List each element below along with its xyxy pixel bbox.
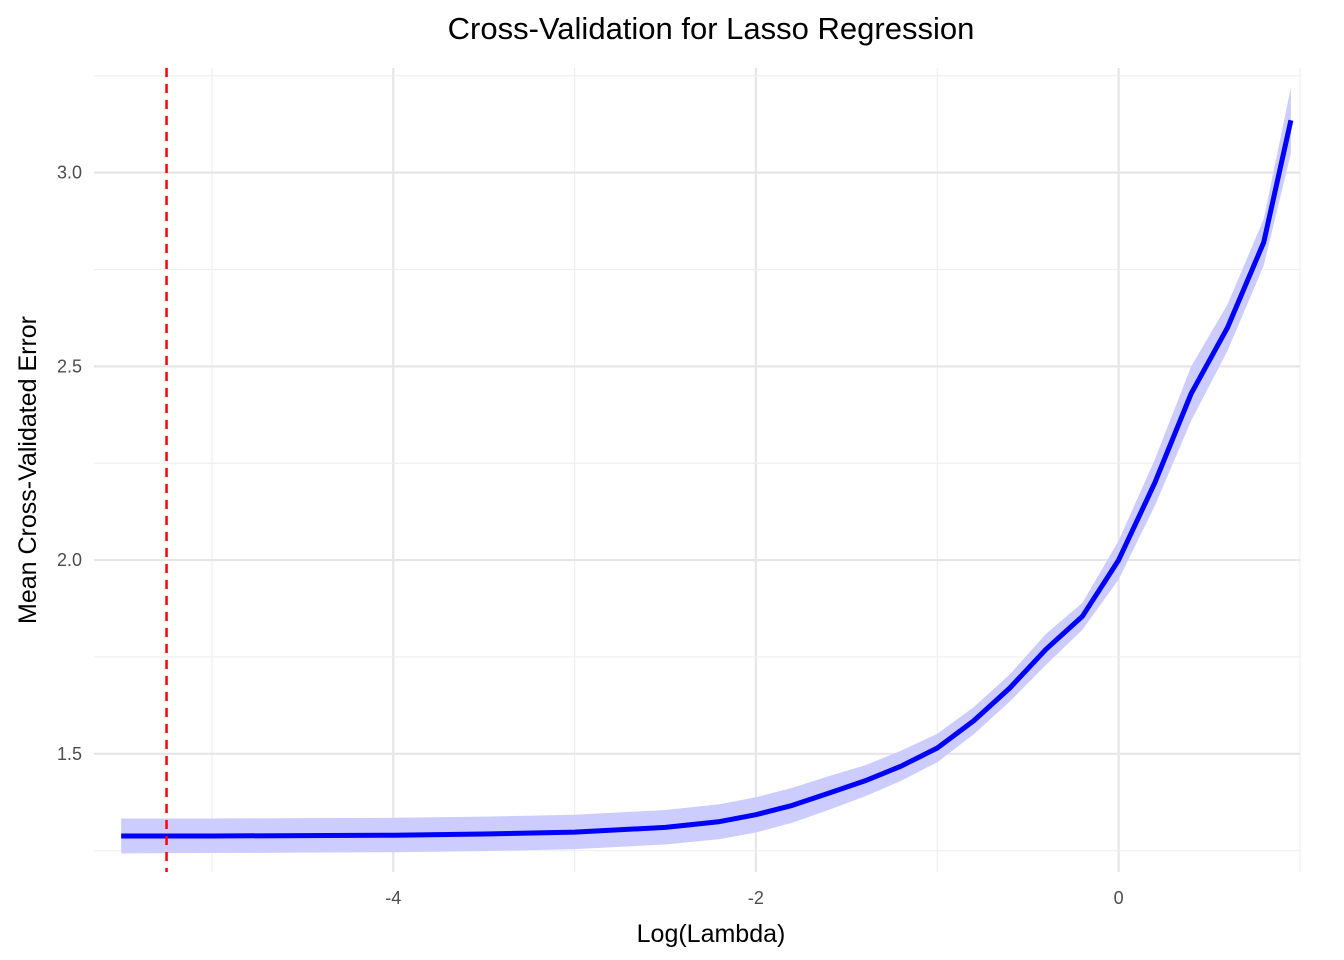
x-axis-title: Log(Lambda) [637, 920, 786, 948]
x-tick-labels: -4 -2 0 [385, 888, 1123, 908]
chart-title: Cross-Validation for Lasso Regression [448, 11, 975, 46]
y-axis-title: Mean Cross-Validated Error [14, 316, 42, 624]
y-tick-label: 1.5 [57, 744, 82, 764]
y-tick-label: 2.0 [57, 550, 82, 570]
y-tick-label: 3.0 [57, 163, 82, 183]
y-tick-label: 2.5 [57, 356, 82, 376]
y-tick-labels: 1.5 2.0 2.5 3.0 [57, 163, 82, 764]
mean-error-line [121, 119, 1294, 839]
mean-error-line-layer [121, 119, 1294, 839]
error-band-layer [121, 87, 1291, 854]
x-tick-label: -2 [748, 888, 764, 908]
x-tick-label: 0 [1114, 888, 1124, 908]
x-tick-label: -4 [385, 888, 401, 908]
error-band [121, 87, 1291, 854]
grid-lines [94, 68, 1301, 872]
